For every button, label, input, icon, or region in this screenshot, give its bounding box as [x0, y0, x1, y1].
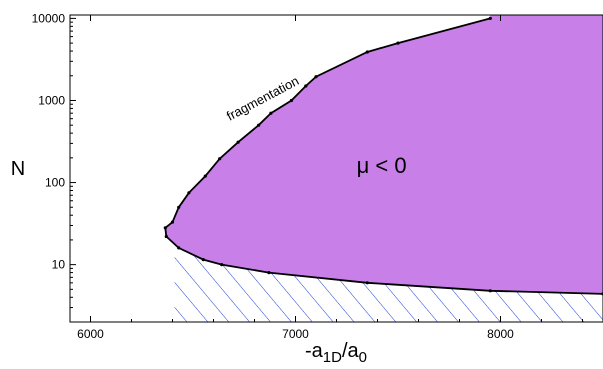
boundary-point [488, 16, 492, 20]
boundary-point [177, 246, 181, 250]
boundary-point [203, 174, 207, 178]
boundary-point [396, 41, 400, 45]
hatched-region [166, 236, 603, 322]
x-tick-label: 8000 [487, 327, 514, 341]
y-tick-label: 100 [45, 176, 65, 190]
boundary-point [201, 258, 205, 262]
boundary-point [163, 226, 167, 230]
boundary-point [267, 271, 271, 275]
mu-negative-label: μ < 0 [357, 153, 407, 178]
boundary-point [365, 281, 369, 285]
boundary-point [170, 220, 175, 224]
boundary-point [314, 75, 318, 79]
x-tick-label: 6000 [77, 327, 104, 341]
y-tick-label: 1000 [38, 93, 65, 107]
boundary-point [164, 234, 168, 239]
boundary-point [218, 157, 222, 161]
y-tick-label: 10 [52, 258, 66, 272]
boundary-point [187, 191, 191, 195]
x-tick-label: 7000 [282, 327, 309, 341]
y-tick-label: 10000 [32, 11, 66, 25]
y-axis-title: N [11, 158, 25, 180]
boundary-point [488, 289, 492, 293]
boundary-point [304, 84, 308, 88]
boundary-point [365, 50, 369, 54]
mu-negative-region [165, 15, 603, 294]
boundary-point [236, 140, 240, 144]
boundary-point [220, 263, 224, 267]
boundary-point [289, 98, 293, 103]
boundary-point [177, 205, 181, 209]
boundary-point [257, 123, 261, 127]
boundary-point [269, 111, 273, 115]
x-axis-title: -a1D/a0 [305, 340, 367, 366]
